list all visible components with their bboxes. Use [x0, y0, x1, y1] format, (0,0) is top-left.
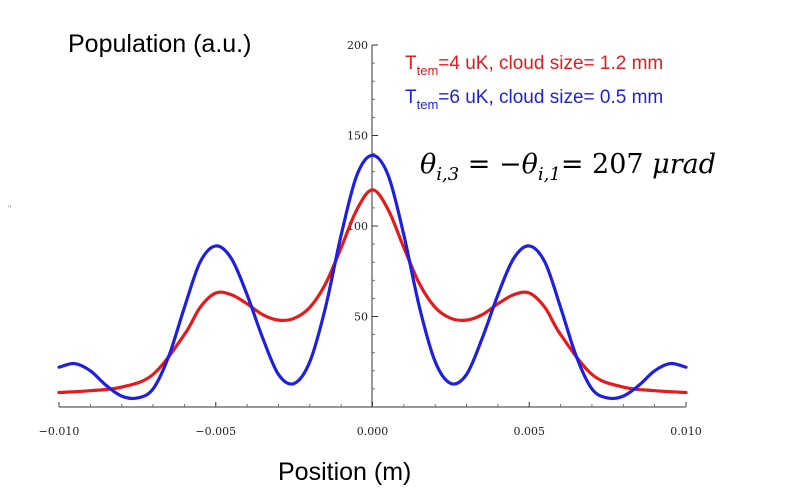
series-line-red [57, 188, 688, 395]
stray-mark: " [8, 204, 11, 214]
legend: Ttem=4 uK, cloud size= 1.2 mm Ttem=6 uK,… [405, 53, 663, 112]
theta-annotation: θi,3 = −θi,1= 207 μrad [420, 149, 716, 185]
x-axis-label: Position (m) [278, 458, 411, 486]
y-tick-label: 200 [347, 39, 368, 52]
y-axis-label: Population (a.u.) [68, 30, 251, 58]
x-tick-label: −0.005 [195, 425, 236, 438]
x-tick-label: 0.010 [670, 425, 702, 438]
series-layer [57, 153, 688, 401]
legend-entry-red: Ttem=4 uK, cloud size= 1.2 mm [405, 53, 663, 78]
y-tick-label: 50 [354, 311, 368, 324]
y-tick-label: 150 [347, 130, 368, 143]
legend-entry-blue: Ttem=6 uK, cloud size= 0.5 mm [405, 87, 663, 112]
series-line-blue [57, 153, 688, 401]
x-tick-label: −0.010 [39, 425, 80, 438]
x-tick-label: 0.005 [514, 425, 546, 438]
x-tick-label: 0.000 [357, 425, 389, 438]
